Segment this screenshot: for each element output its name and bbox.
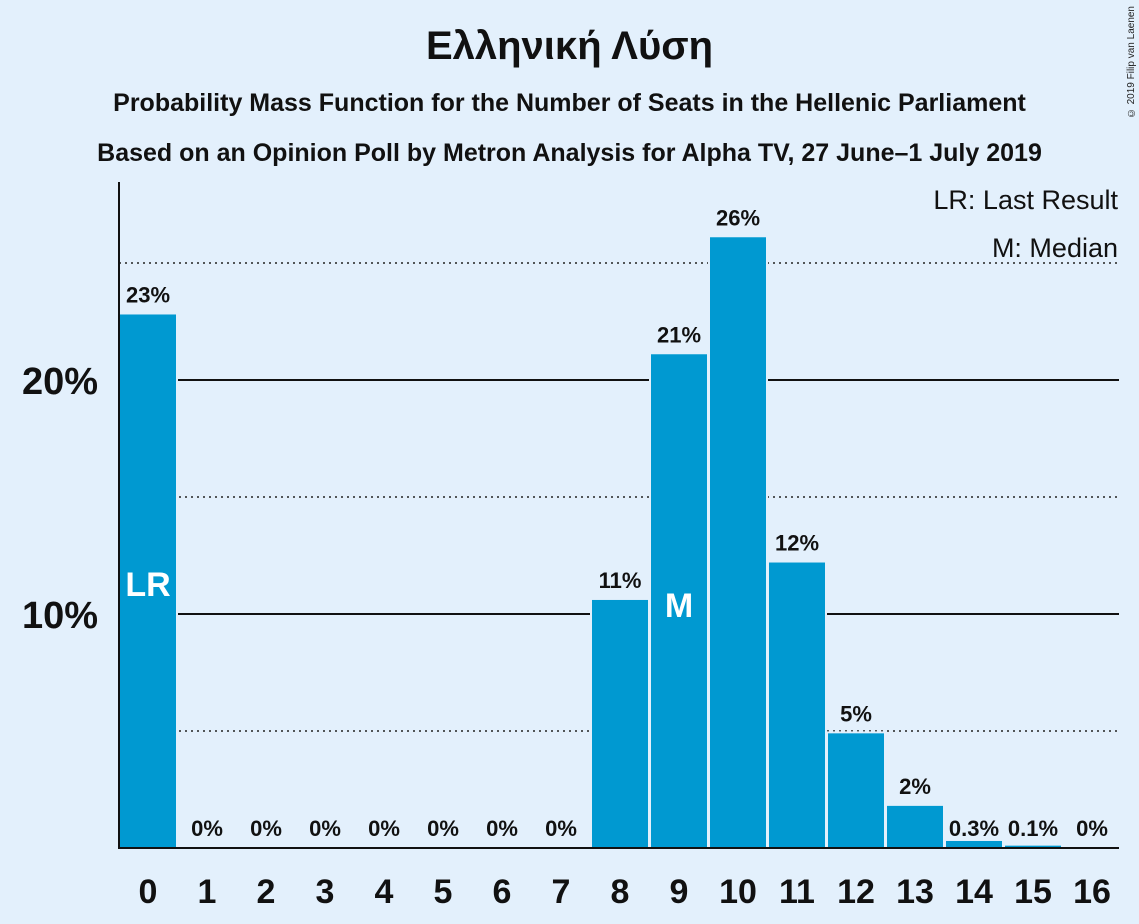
y-tick-label: 10% [22, 595, 98, 637]
legend-last-result: LR: Last Result [933, 185, 1118, 215]
bar-0 [120, 314, 176, 849]
bar-marker-m: M [665, 587, 693, 625]
axes [118, 182, 1119, 849]
x-tick-label-9: 9 [670, 873, 689, 911]
bar-14 [946, 840, 1002, 848]
legend-median: M: Median [992, 233, 1118, 263]
value-label-9: 21% [657, 322, 701, 347]
bar-10 [710, 237, 766, 848]
value-label-8: 11% [599, 568, 642, 593]
x-tick-label-1: 1 [198, 873, 217, 911]
x-tick-label-10: 10 [719, 873, 757, 911]
value-label-11: 12% [775, 531, 819, 556]
chart-source-line: Based on an Opinion Poll by Metron Analy… [97, 139, 1042, 167]
x-tick-label-15: 15 [1014, 873, 1052, 911]
value-label-4: 0% [368, 816, 400, 841]
value-label-0: 23% [126, 282, 170, 307]
bar-8 [592, 599, 648, 848]
value-label-3: 0% [309, 816, 341, 841]
value-label-2: 0% [250, 816, 282, 841]
bar-9 [651, 354, 707, 848]
value-label-15: 0.1% [1008, 816, 1058, 841]
bar-15 [1005, 845, 1061, 848]
x-tick-label-3: 3 [316, 873, 335, 911]
value-label-10: 26% [716, 205, 760, 230]
x-tick-label-5: 5 [434, 873, 453, 911]
x-tick-label-13: 13 [896, 873, 934, 911]
value-label-12: 5% [840, 701, 872, 726]
labels: 10%20%23%0LR0%10%20%30%40%50%60%711%821%… [22, 205, 1111, 911]
x-tick-label-14: 14 [955, 873, 993, 911]
value-label-6: 0% [486, 816, 518, 841]
x-tick-label-2: 2 [257, 873, 276, 911]
x-tick-label-6: 6 [493, 873, 512, 911]
value-label-14: 0.3% [949, 816, 999, 841]
value-label-5: 0% [427, 816, 459, 841]
x-tick-label-4: 4 [375, 873, 394, 911]
x-tick-label-16: 16 [1073, 873, 1111, 911]
bar-12 [828, 733, 884, 848]
value-label-7: 0% [545, 816, 577, 841]
bars [118, 235, 1063, 849]
y-tick-label: 20% [22, 361, 98, 403]
bar-13 [887, 805, 943, 848]
x-tick-label-11: 11 [779, 873, 815, 911]
chart-title: Ελληνική Λύση [425, 24, 714, 68]
value-label-16: 0% [1076, 816, 1108, 841]
x-tick-label-7: 7 [552, 873, 571, 911]
bar-11 [769, 562, 825, 848]
x-tick-label-0: 0 [139, 873, 158, 911]
bar-marker-lr: LR [125, 566, 170, 604]
chart-subtitle: Probability Mass Function for the Number… [113, 89, 1026, 117]
value-label-1: 0% [191, 816, 223, 841]
value-label-13: 2% [899, 774, 931, 799]
x-tick-label-12: 12 [837, 873, 875, 911]
x-tick-label-8: 8 [611, 873, 630, 911]
